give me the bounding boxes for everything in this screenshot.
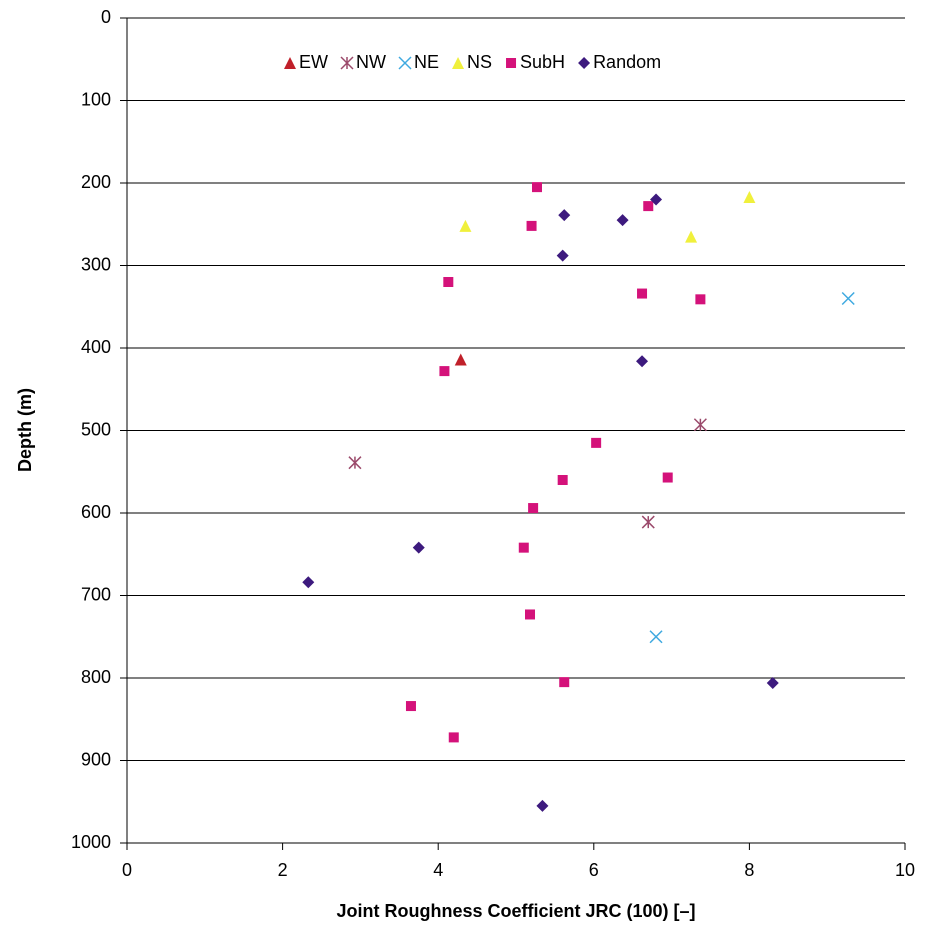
marker (412, 541, 425, 554)
marker (591, 437, 602, 448)
marker (556, 249, 569, 262)
marker (459, 219, 472, 232)
legend-label: SubH (520, 52, 565, 72)
marker (528, 503, 539, 514)
marker (743, 191, 756, 204)
y-tick-label: 100 (81, 89, 111, 109)
y-tick-label: 600 (81, 502, 111, 522)
marker (348, 456, 362, 470)
marker (637, 288, 648, 299)
y-tick-label: 500 (81, 419, 111, 439)
legend-label: EW (299, 52, 328, 72)
marker (559, 677, 570, 688)
marker (558, 209, 571, 222)
marker (284, 57, 296, 69)
y-tick-label: 800 (81, 667, 111, 687)
marker (536, 799, 549, 812)
marker (302, 576, 315, 589)
x-axis-title: Joint Roughness Coefficient JRC (100) [–… (336, 901, 695, 921)
marker (650, 193, 663, 206)
marker (693, 418, 707, 432)
x-tick-label: 10 (895, 860, 915, 880)
y-axis-title: Depth (m) (15, 388, 35, 472)
marker (662, 472, 673, 483)
marker (685, 230, 698, 243)
legend-label: Random (593, 52, 661, 72)
marker (525, 609, 536, 620)
y-tick-label: 900 (81, 749, 111, 769)
marker (526, 220, 537, 231)
marker (649, 630, 663, 644)
y-tick-label: 0 (101, 7, 111, 27)
marker (454, 353, 467, 366)
marker (448, 732, 459, 743)
marker (641, 515, 655, 529)
y-tick-label: 200 (81, 172, 111, 192)
y-tick-label: 1000 (71, 832, 111, 852)
y-tick-label: 700 (81, 584, 111, 604)
marker (636, 355, 649, 368)
marker (518, 542, 529, 553)
marker (616, 214, 629, 227)
y-tick-label: 300 (81, 254, 111, 274)
marker (405, 701, 416, 712)
marker (452, 57, 465, 69)
marker (340, 56, 354, 70)
marker (443, 277, 454, 287)
marker (532, 182, 543, 193)
x-tick-label: 6 (589, 860, 599, 880)
marker (439, 366, 450, 377)
legend-label: NS (467, 52, 492, 72)
x-tick-label: 4 (433, 860, 443, 880)
marker (643, 201, 654, 212)
marker (398, 56, 412, 70)
marker (766, 676, 779, 689)
y-tick-label: 400 (81, 337, 111, 357)
marker (578, 57, 591, 69)
marker (506, 58, 517, 68)
marker (841, 291, 855, 306)
legend-label: NW (356, 52, 386, 72)
x-tick-label: 2 (278, 860, 288, 880)
x-tick-label: 0 (122, 860, 132, 880)
marker (695, 294, 706, 305)
marker (557, 475, 568, 485)
x-tick-label: 8 (744, 860, 754, 880)
legend-label: NE (414, 52, 439, 72)
